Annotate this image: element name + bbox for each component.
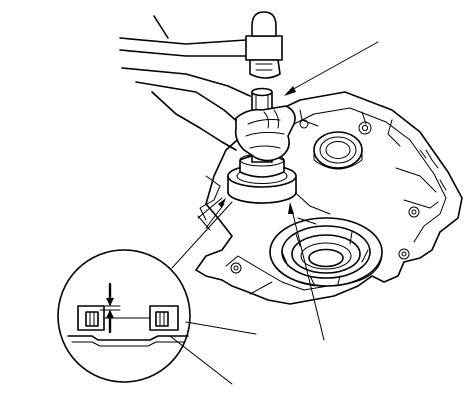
hand	[121, 67, 296, 162]
bearing	[269, 217, 383, 287]
detail-inset	[57, 249, 257, 385]
oil-seal	[227, 164, 297, 204]
hammer	[119, 11, 283, 79]
leader-lines	[171, 41, 379, 341]
